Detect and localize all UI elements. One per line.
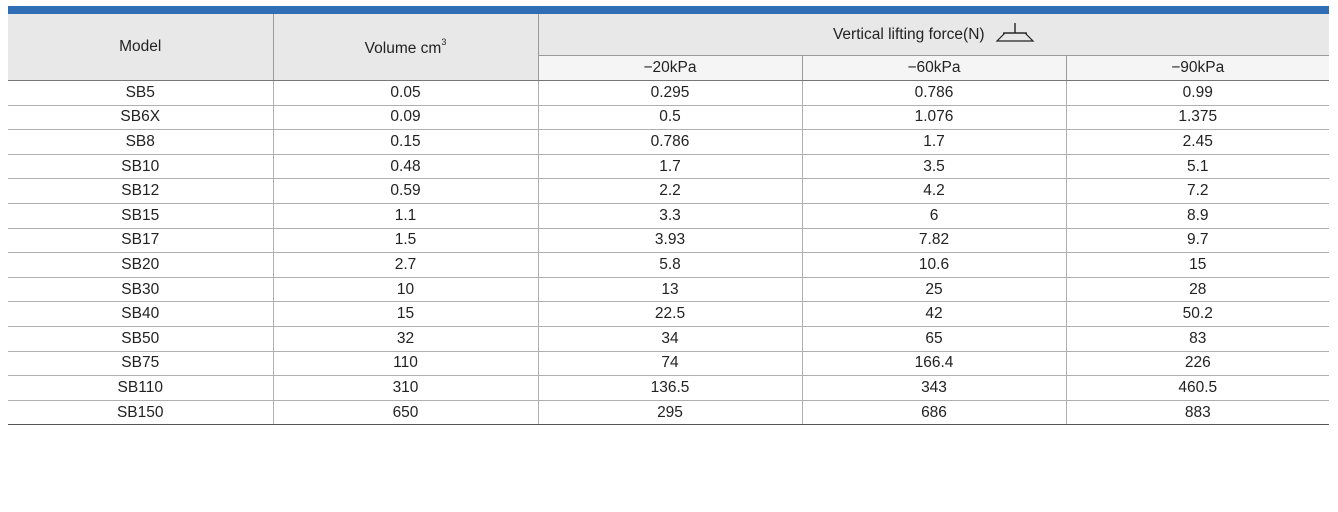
model-cell: SB150 — [8, 400, 273, 426]
force-90kpa-cell: 7.2 — [1065, 178, 1330, 204]
force-20kpa-cell: 3.3 — [537, 203, 802, 229]
table-row: SB5 0.05 0.295 0.786 0.99 — [8, 80, 1330, 106]
force-60kpa-cell: 166.4 — [801, 351, 1066, 377]
table-row: SB150 650 295 686 883 — [8, 400, 1330, 426]
volume-cell: 0.15 — [272, 129, 538, 155]
volume-unit-exponent: 3 — [441, 36, 447, 47]
model-cell: SB8 — [8, 129, 273, 155]
force-20kpa-cell: 1.7 — [537, 154, 802, 180]
force-60kpa-cell: 7.82 — [801, 228, 1066, 254]
force-60kpa-cell: 25 — [801, 277, 1066, 303]
table-row: SB40 15 22.5 42 50.2 — [8, 301, 1330, 327]
force-90kpa-cell: 50.2 — [1065, 301, 1330, 327]
force-90kpa-cell: 8.9 — [1065, 203, 1330, 229]
volume-cell: 1.5 — [272, 228, 538, 254]
accent-bar — [8, 6, 1329, 14]
force-90kpa-cell: 226 — [1065, 351, 1330, 377]
model-cell: SB20 — [8, 252, 273, 278]
lifting-force-table: Model Volume cm3 Vertical lifting force(… — [8, 14, 1330, 426]
model-cell: SB12 — [8, 178, 273, 204]
model-header-label: Model — [119, 38, 162, 55]
table-row: SB75 110 74 166.4 226 — [8, 351, 1330, 377]
model-cell: SB15 — [8, 203, 273, 229]
table-row: SB110 310 136.5 343 460.5 — [8, 375, 1330, 401]
force-90kpa-cell: 28 — [1065, 277, 1330, 303]
force-90kpa-cell: 883 — [1065, 400, 1330, 426]
force-90kpa-cell: 0.99 — [1065, 80, 1330, 106]
table-row: SB6X 0.09 0.5 1.076 1.375 — [8, 105, 1330, 131]
table-row: SB17 1.5 3.93 7.82 9.7 — [8, 228, 1330, 254]
pressure-header-2: −60kPa — [801, 55, 1066, 81]
force-20kpa-cell: 5.8 — [537, 252, 802, 278]
force-60kpa-cell: 0.786 — [801, 80, 1066, 106]
force-60kpa-cell: 10.6 — [801, 252, 1066, 278]
table-row: SB10 0.48 1.7 3.5 5.1 — [8, 154, 1330, 180]
force-20kpa-cell: 0.786 — [537, 129, 802, 155]
force-90kpa-cell: 460.5 — [1065, 375, 1330, 401]
volume-header-label: Volume cm — [364, 39, 442, 57]
force-20kpa-cell: 0.5 — [537, 105, 802, 131]
force-60kpa-cell: 6 — [801, 203, 1066, 229]
table-row: SB12 0.59 2.2 4.2 7.2 — [8, 178, 1330, 204]
model-cell: SB17 — [8, 228, 273, 254]
force-60kpa-cell: 1.076 — [801, 105, 1066, 131]
volume-cell: 32 — [272, 326, 538, 352]
model-cell: SB50 — [8, 326, 273, 352]
force-90kpa-cell: 2.45 — [1065, 129, 1330, 155]
force-90kpa-cell: 1.375 — [1065, 105, 1330, 131]
force-90kpa-cell: 5.1 — [1065, 154, 1330, 180]
model-cell: SB10 — [8, 154, 273, 180]
force-60kpa-cell: 3.5 — [801, 154, 1066, 180]
pressure-header-row: −20kPa −60kPa −90kPa — [8, 55, 1330, 81]
model-cell: SB5 — [8, 80, 273, 106]
force-header-label: Vertical lifting force(N) — [832, 25, 985, 43]
force-60kpa-cell: 65 — [801, 326, 1066, 352]
volume-cell: 650 — [272, 400, 538, 426]
force-20kpa-cell: 74 — [537, 351, 802, 377]
volume-cell: 110 — [272, 351, 538, 377]
force-20kpa-cell: 3.93 — [537, 228, 802, 254]
model-cell: SB75 — [8, 351, 273, 377]
force-20kpa-cell: 34 — [537, 326, 802, 352]
force-60kpa-cell: 686 — [801, 400, 1066, 426]
volume-cell: 0.48 — [272, 154, 538, 180]
table-row: SB20 2.7 5.8 10.6 15 — [8, 252, 1330, 278]
pressure-header-1: −20kPa — [537, 55, 802, 81]
volume-cell: 2.7 — [272, 252, 538, 278]
table-row: SB50 32 34 65 83 — [8, 326, 1330, 352]
vertical-force-icon — [995, 21, 1035, 48]
volume-cell: 15 — [272, 301, 538, 327]
force-20kpa-cell: 136.5 — [537, 375, 802, 401]
force-90kpa-cell: 9.7 — [1065, 228, 1330, 254]
model-cell: SB30 — [8, 277, 273, 303]
force-20kpa-cell: 0.295 — [537, 80, 802, 106]
force-90kpa-cell: 15 — [1065, 252, 1330, 278]
table-row: SB8 0.15 0.786 1.7 2.45 — [8, 129, 1330, 155]
volume-cell: 310 — [272, 375, 538, 401]
force-20kpa-cell: 13 — [537, 277, 802, 303]
table-row: SB30 10 13 25 28 — [8, 277, 1330, 303]
force-60kpa-cell: 4.2 — [801, 178, 1066, 204]
force-20kpa-cell: 2.2 — [537, 178, 802, 204]
pressure-header-3: −90kPa — [1065, 55, 1330, 81]
force-60kpa-cell: 42 — [801, 301, 1066, 327]
volume-cell: 0.05 — [272, 80, 538, 106]
table-row: SB15 1.1 3.3 6 8.9 — [8, 203, 1330, 229]
force-20kpa-cell: 22.5 — [537, 301, 802, 327]
volume-cell: 10 — [272, 277, 538, 303]
table-body: SB5 0.05 0.295 0.786 0.99 SB6X 0.09 0.5 1.076 1.3… — [8, 80, 1330, 426]
force-60kpa-cell: 343 — [801, 375, 1066, 401]
force-60kpa-cell: 1.7 — [801, 129, 1066, 155]
volume-cell: 1.1 — [272, 203, 538, 229]
model-header: Model — [8, 14, 274, 81]
volume-cell: 0.59 — [272, 178, 538, 204]
volume-cell: 0.09 — [272, 105, 538, 131]
model-cell: SB110 — [8, 375, 273, 401]
force-header: Vertical lifting force(N) — [537, 14, 1330, 56]
volume-header: Volume cm3 — [272, 14, 539, 81]
force-90kpa-cell: 83 — [1065, 326, 1330, 352]
force-20kpa-cell: 295 — [537, 400, 802, 426]
model-cell: SB6X — [8, 105, 273, 131]
model-cell: SB40 — [8, 301, 273, 327]
